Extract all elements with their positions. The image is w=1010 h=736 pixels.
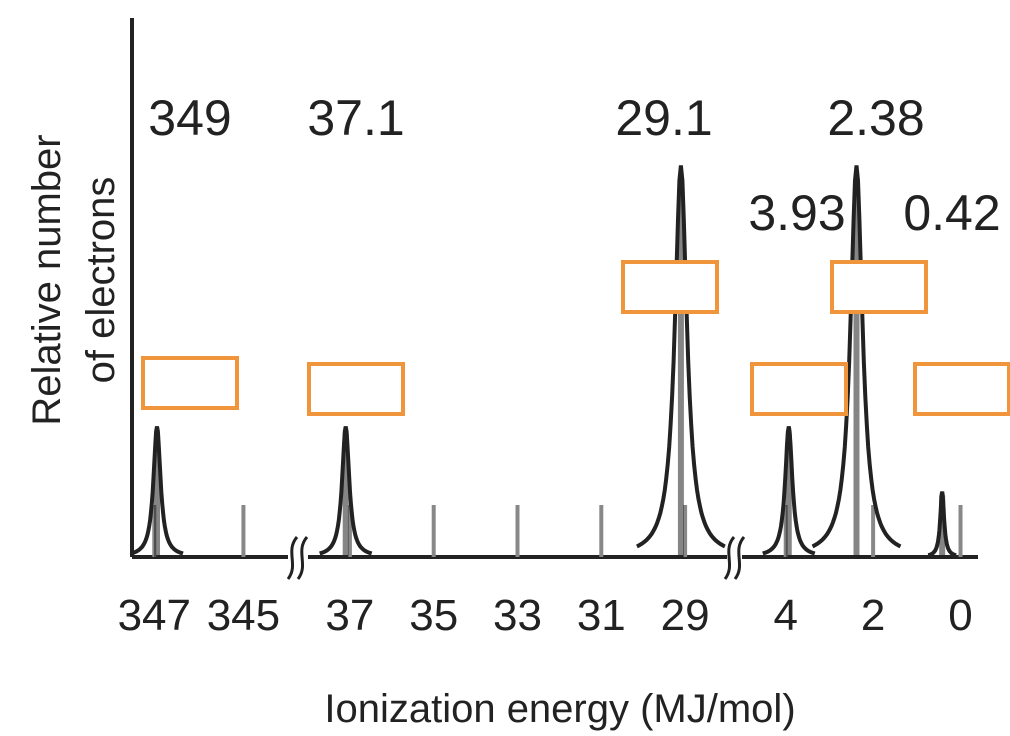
x-tick-label: 2 xyxy=(861,591,885,640)
answer-box xyxy=(750,362,848,416)
peak-labels: 349 37.1 29.1 3.93 2.38 0.42 xyxy=(148,90,1000,241)
x-tick-label: 31 xyxy=(577,591,626,640)
axis-break-mark xyxy=(723,536,746,580)
x-tick-label: 347 xyxy=(118,591,191,640)
x-tick-label: 0 xyxy=(948,591,972,640)
y-axis-label-line-2: of electrons xyxy=(79,177,123,384)
spectrum-peak xyxy=(927,491,957,558)
x-tick-label: 29 xyxy=(661,591,710,640)
answer-box xyxy=(141,356,239,410)
x-tick-label: 33 xyxy=(493,591,542,640)
spectrum-peak xyxy=(130,426,184,556)
x-axis-ticks: 347 345 37 35 33 31 29 4 2 0 xyxy=(118,505,973,640)
answer-box xyxy=(621,260,719,314)
peak-label: 0.42 xyxy=(903,185,1000,241)
axis-break-mark xyxy=(286,536,309,580)
spectrum-peak xyxy=(636,165,726,549)
x-tick-label: 37 xyxy=(325,591,374,640)
x-tick-label: 35 xyxy=(409,591,458,640)
x-axis-label: Ionization energy (MJ/mol) xyxy=(324,687,795,731)
y-axis-label-line-1: Relative number xyxy=(25,134,69,425)
spectrum-peaks xyxy=(130,165,957,558)
peak-label: 349 xyxy=(148,90,231,146)
answer-box xyxy=(307,362,405,416)
peak-label: 2.38 xyxy=(827,90,924,146)
peak-label: 3.93 xyxy=(748,185,845,241)
peak-label: 29.1 xyxy=(615,90,712,146)
spectrum-peak xyxy=(319,426,373,556)
answer-box xyxy=(830,260,928,314)
y-axis-label: Relative number of electrons xyxy=(25,134,123,425)
peak-label: 37.1 xyxy=(307,90,404,146)
answer-box xyxy=(913,362,1010,416)
answer-boxes xyxy=(141,260,1010,416)
spectrum-peak xyxy=(762,426,816,556)
x-tick-label: 345 xyxy=(207,591,280,640)
x-tick-label: 4 xyxy=(773,591,797,640)
spectrum-peak xyxy=(811,165,902,549)
